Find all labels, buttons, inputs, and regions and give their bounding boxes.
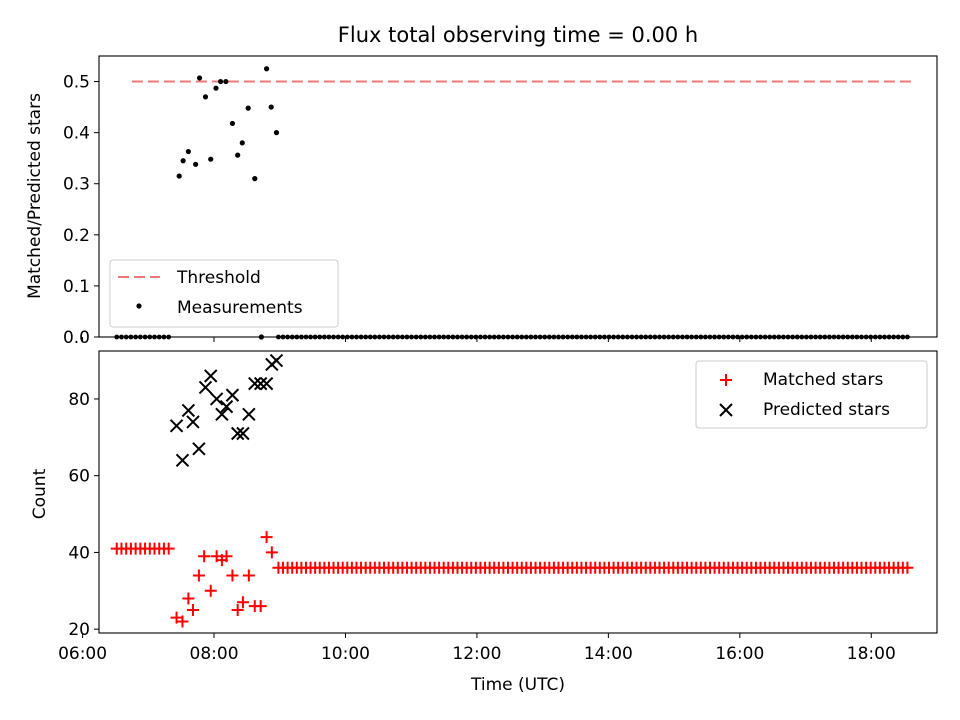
matched-star-marker xyxy=(220,550,233,563)
matched-star-marker xyxy=(236,596,249,609)
matched-star-marker xyxy=(204,584,217,597)
bottom-x-tick-label: 16:00 xyxy=(715,644,764,664)
matched-star-marker xyxy=(182,592,195,605)
bottom-x-tick-label: 14:00 xyxy=(584,644,633,664)
predicted-star-marker xyxy=(225,388,240,402)
matched-star-marker xyxy=(231,603,244,616)
top-panel-y-ticks: 0.0 0.1 0.2 0.3 0.4 0.5 xyxy=(63,73,99,348)
predicted-star-marker xyxy=(204,369,218,383)
bottom-x-tick-label: 10:00 xyxy=(321,644,370,664)
measurement-point xyxy=(185,148,191,155)
top-panel: Flux total observing time = 0.00 h Match… xyxy=(25,23,938,348)
predicted-star-marker xyxy=(181,403,196,418)
bottom-y-tick-label: 60 xyxy=(68,467,90,487)
predicted-star-marker xyxy=(242,407,256,422)
top-panel-title: Flux total observing time = 0.00 h xyxy=(338,23,698,47)
bottom-panel-y-ticks: 20 40 60 80 xyxy=(68,390,99,640)
legend-matched-label: Matched stars xyxy=(763,370,883,390)
measurement-point xyxy=(223,78,229,85)
measurement-point xyxy=(229,120,236,127)
predicted-stars-series xyxy=(169,353,284,468)
bottom-panel-x-axis-label: Time (UTC) xyxy=(470,675,565,695)
bottom-legend-box xyxy=(695,360,928,429)
bottom-y-tick-label: 20 xyxy=(68,620,90,640)
bottom-panel-frame xyxy=(98,350,938,634)
matched-star-marker xyxy=(192,569,205,582)
predicted-star-marker xyxy=(230,426,245,441)
legend-predicted-label: Predicted stars xyxy=(763,400,890,420)
legend-measurements-swatch xyxy=(136,303,142,309)
bottom-panel-x-ticks: 06:00 08:00 10:00 12:00 14:00 16:00 18:00 xyxy=(58,633,896,664)
bottom-x-tick-label: 08:00 xyxy=(190,644,239,664)
measurement-point xyxy=(196,75,203,81)
bottom-panel-legend: Matched stars Predicted stars xyxy=(695,360,928,429)
predicted-star-marker xyxy=(259,376,274,391)
legend-matched-swatch xyxy=(720,374,732,386)
measurement-point xyxy=(252,176,258,182)
top-panel-y-axis-label: Matched/Predicted stars xyxy=(25,93,45,299)
predicted-star-marker xyxy=(236,426,250,441)
predicted-star-marker xyxy=(253,376,268,391)
matched-star-marker xyxy=(254,600,267,613)
measurement-point xyxy=(273,130,280,136)
measurement-point xyxy=(235,152,241,158)
bottom-panel: Count Time (UTC) 20 40 60 80 06:00 08:00 10:0… xyxy=(30,350,938,695)
measurement-point xyxy=(264,66,270,72)
measurement-point xyxy=(176,173,182,179)
predicted-star-marker xyxy=(209,392,224,406)
top-panel-frame xyxy=(98,55,938,338)
matched-star-marker xyxy=(176,615,189,628)
bottom-panel-y-axis-label: Count xyxy=(30,468,50,519)
measurement-point xyxy=(208,156,214,162)
top-y-tick-label: 0.1 xyxy=(63,277,90,297)
bottom-x-tick-label: 12:00 xyxy=(452,644,501,664)
predicted-star-marker xyxy=(248,376,262,391)
predicted-star-marker xyxy=(192,442,206,456)
top-y-tick-label: 0.4 xyxy=(63,124,90,144)
top-y-tick-label: 0.3 xyxy=(63,175,90,195)
bottom-y-tick-label: 40 xyxy=(68,543,90,563)
bottom-x-tick-label: 18:00 xyxy=(847,644,896,664)
measurement-point xyxy=(213,85,219,91)
measurement-point xyxy=(268,104,274,110)
predicted-star-marker xyxy=(169,419,184,433)
measurement-point xyxy=(239,140,245,146)
matched-star-marker xyxy=(226,569,239,582)
predicted-star-marker xyxy=(219,399,234,414)
matched-star-marker xyxy=(260,531,273,544)
top-legend-box xyxy=(109,259,339,328)
legend-predicted-swatch xyxy=(719,403,733,417)
top-y-tick-label: 0.2 xyxy=(63,226,90,246)
measurement-point xyxy=(202,94,209,100)
legend-measurements-label: Measurements xyxy=(177,298,303,318)
matched-star-marker xyxy=(901,561,914,574)
top-panel-legend: Threshold Measurements xyxy=(109,259,339,328)
predicted-star-marker xyxy=(186,415,200,429)
bottom-y-tick-label: 80 xyxy=(68,390,90,410)
predicted-star-marker xyxy=(198,380,213,395)
matched-star-marker xyxy=(265,546,278,559)
top-y-tick-label: 0.5 xyxy=(63,73,90,93)
measurement-point xyxy=(180,158,186,164)
measurement-point xyxy=(245,105,251,111)
matched-star-marker xyxy=(186,603,199,616)
predicted-star-marker xyxy=(175,453,190,468)
matched-star-marker xyxy=(162,542,175,555)
matched-star-marker xyxy=(198,550,211,563)
measurement-point xyxy=(193,161,199,167)
bottom-x-tick-label: 06:00 xyxy=(58,644,107,664)
matched-stars-series xyxy=(110,531,914,628)
predicted-star-marker xyxy=(215,407,229,422)
top-y-tick-label: 0.0 xyxy=(63,328,90,348)
matched-star-marker xyxy=(242,569,255,582)
measurement-point xyxy=(217,78,224,85)
legend-threshold-label: Threshold xyxy=(176,268,261,288)
predicted-star-marker xyxy=(269,353,284,368)
